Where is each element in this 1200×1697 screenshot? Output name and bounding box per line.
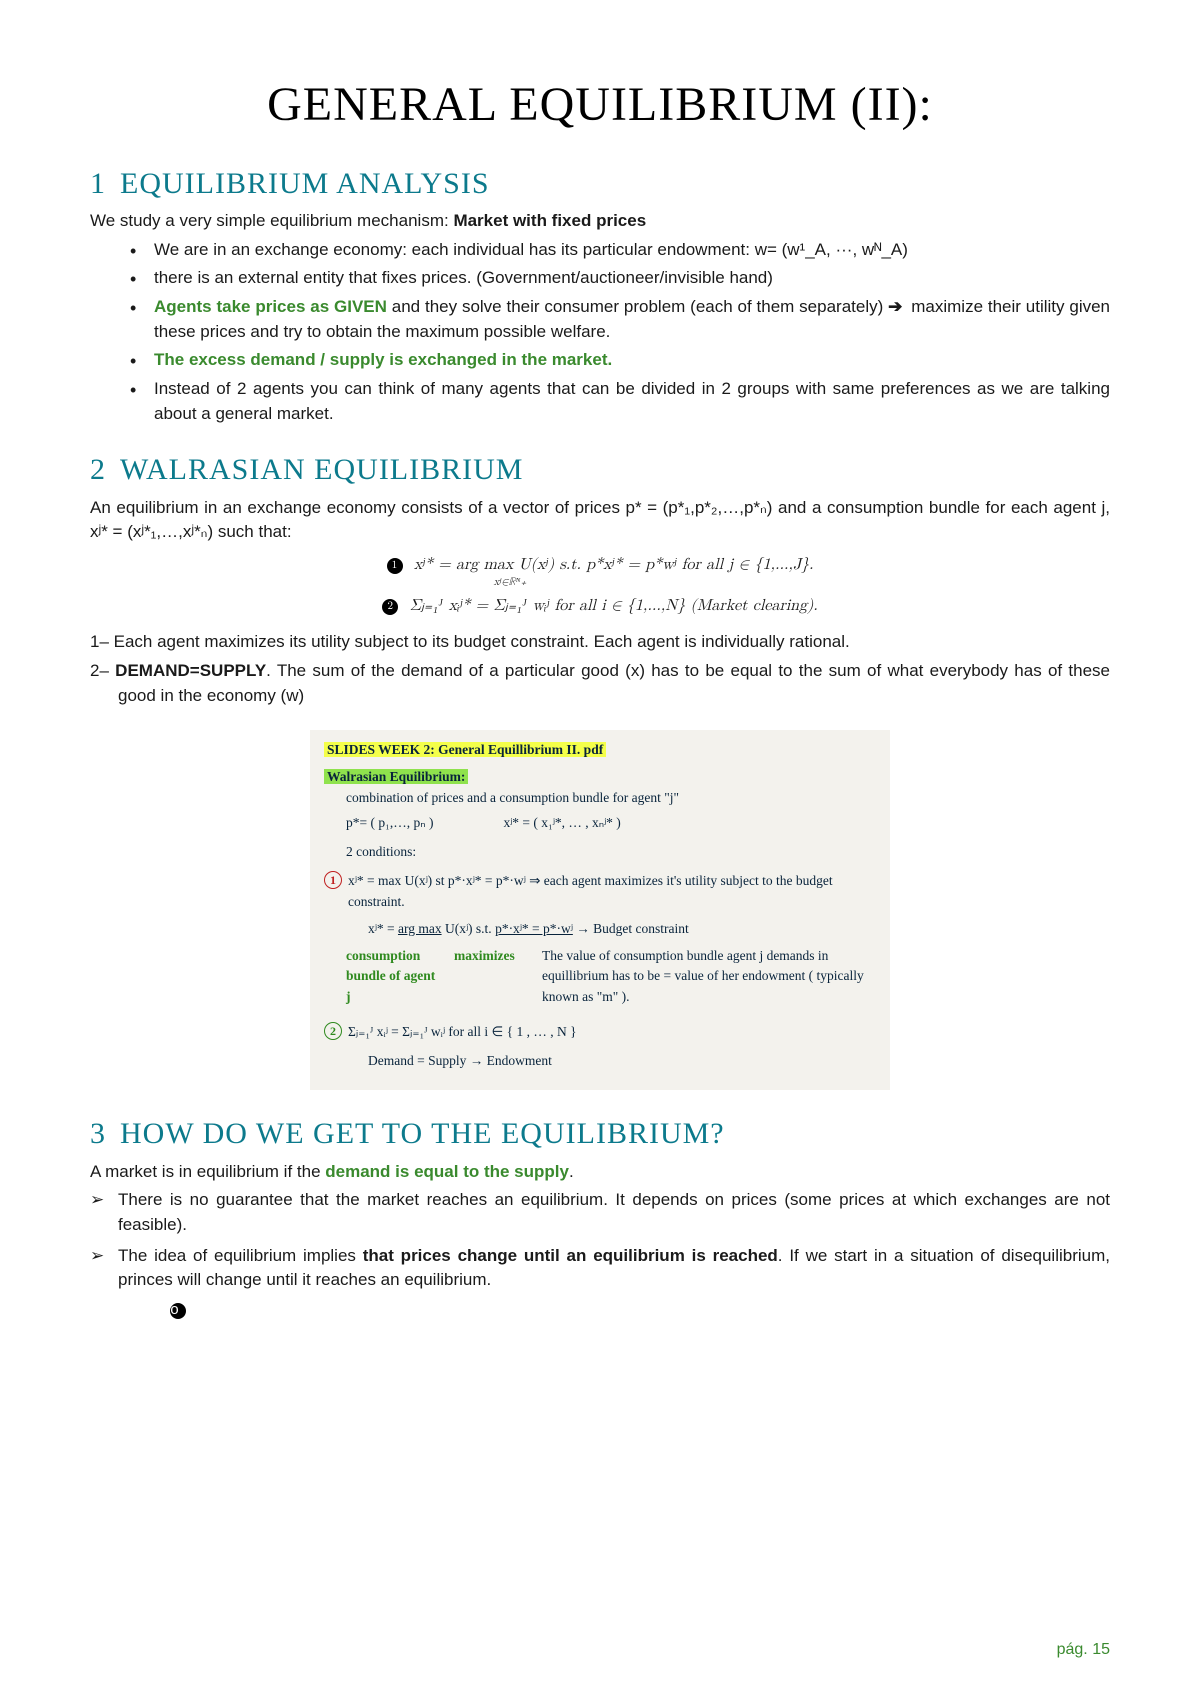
s1-b2: there is an external entity that fixes p… (130, 266, 1110, 291)
sk-c1b-mid: arg max (398, 921, 442, 936)
sk-c2b: Demand = Supply → Endowment (368, 1051, 876, 1072)
sk-c2a: Σⱼ₌₁ᴶ xᵢʲ = Σⱼ₌₁ᴶ wᵢʲ for all i ∈ { 1 , … (348, 1022, 577, 1043)
s3-c2: The idea of equilibrium implies that pri… (90, 1244, 1110, 1293)
section-3-heading: 3 HOW DO WE GET TO THE EQUILIBRIUM? (90, 1112, 1110, 1156)
sk-c1b-arrow: → Budget constraint (573, 921, 689, 936)
s2-intro: An equilibrium in an exchange economy co… (90, 496, 1110, 545)
s3-p1a: A market is in equilibrium if the (90, 1162, 325, 1181)
s2-n2a: 2– (90, 661, 115, 680)
math-line-1-sub: xʲ∈ℝᴺ₊ (494, 577, 527, 588)
section-1-heading: 1 EQUILIBRIUM ANALYSIS (90, 162, 1110, 206)
s1-intro-a: We study a very simple equilibrium mecha… (90, 211, 453, 230)
arrow-icon: ➔ (888, 297, 902, 316)
sk-x: xʲ* = ( x₁ʲ*, … , xₙʲ* ) (503, 813, 620, 834)
sk-walras-hl: Walrasian Equilibrium: (324, 769, 468, 784)
s2-n2c: . The sum of the demand of a particular … (118, 661, 1110, 705)
sk-2cond: 2 conditions: (346, 842, 876, 863)
page-title: GENERAL EQUILIBRIUM (II): (90, 70, 1110, 140)
sk-anno-mid: maximizes (454, 946, 524, 967)
s3-p1b: demand is equal to the supply (325, 1162, 569, 1181)
math-conditions: 1 xʲ* = arg max U(xʲ) s.t. p*xʲ* = p*wʲ … (90, 551, 1110, 620)
section-2-text: WALRASIAN EQUILIBRIUM (120, 453, 523, 486)
s2-n2: 2– DEMAND=SUPPLY. The sum of the demand … (90, 659, 1110, 708)
math-badge-2: 2 (382, 599, 398, 615)
sk-badge-2: 2 (324, 1022, 342, 1040)
sk-c1b-left: xʲ* = (368, 921, 398, 936)
sk-p: p*= ( p₁,…, pₙ ) (346, 813, 433, 834)
s1-intro: We study a very simple equilibrium mecha… (90, 209, 1110, 234)
section-2-heading: 2 WALRASIAN EQUILIBRIUM (90, 448, 1110, 492)
section-1-text: EQUILIBRIUM ANALYSIS (120, 167, 490, 200)
sk-c1b-right: U(xʲ) s.t. (442, 921, 495, 936)
s1-intro-b: Market with fixed prices (453, 211, 646, 230)
section-2-num: 2 (90, 453, 106, 486)
sk-badge-1: 1 (324, 871, 342, 889)
s1-b3b: and they solve their consumer problem (e… (387, 297, 888, 316)
s1-b4: The excess demand / supply is exchanged … (130, 348, 1110, 373)
sk-l3: combination of prices and a consumption … (346, 788, 876, 809)
sk-c1a: xʲ* = max U(xʲ) st p*·xʲ* = p*·wʲ ⇒ each… (348, 871, 876, 913)
section-3-num: 3 (90, 1117, 106, 1150)
handwritten-notes: SLIDES WEEK 2: General Equillibrium II. … (310, 730, 890, 1090)
math-line-1: xʲ* = arg max U(xʲ) s.t. p*xʲ* = p*wʲ fo… (414, 557, 814, 573)
s1-b5: Instead of 2 agents you can think of man… (130, 377, 1110, 426)
s1-b4-text: The excess demand / supply is exchanged … (154, 350, 612, 369)
s3-o1: Excess demand: prices go up. (170, 1303, 196, 1383)
math-line-2: Σⱼ₌₁ᴶ xᵢʲ* = Σⱼ₌₁ᴶ wᵢʲ for all i ∈ {1,…,… (410, 598, 818, 614)
s3-p1: A market is in equilibrium if the demand… (90, 1160, 1110, 1185)
sk-anno-right: The value of consumption bundle agent j … (542, 946, 876, 1009)
sk-slides-hl: SLIDES WEEK 2: General Equillibrium II. … (324, 742, 606, 757)
s2-n1: 1– Each agent maximizes its utility subj… (90, 630, 1110, 655)
page-number: pág. 15 (1057, 1638, 1110, 1661)
s1-b3: Agents take prices as GIVEN and they sol… (130, 295, 1110, 344)
s1-b3a: Agents take prices as GIVEN (154, 297, 387, 316)
s3-c2b: that prices change until an equilibrium … (363, 1246, 778, 1265)
s3-o2: Excess supply: prices go down. (170, 1385, 196, 1465)
s3-c2a: The idea of equilibrium implies (118, 1246, 363, 1265)
section-3-text: HOW DO WE GET TO THE EQUILIBRIUM? (120, 1117, 725, 1150)
s1-b1: We are in an exchange economy: each indi… (130, 238, 1110, 263)
s3-p1c: . (569, 1162, 574, 1181)
sk-c1b-bud: p*·xʲ* = p*·wʲ (495, 921, 573, 936)
math-badge-1: 1 (387, 558, 403, 574)
section-1-num: 1 (90, 167, 106, 200)
sk-anno-left: consumption bundle of agent j (346, 946, 436, 1009)
s2-n2b: DEMAND=SUPPLY (115, 661, 266, 680)
s3-c1: There is no guarantee that the market re… (90, 1188, 1110, 1237)
